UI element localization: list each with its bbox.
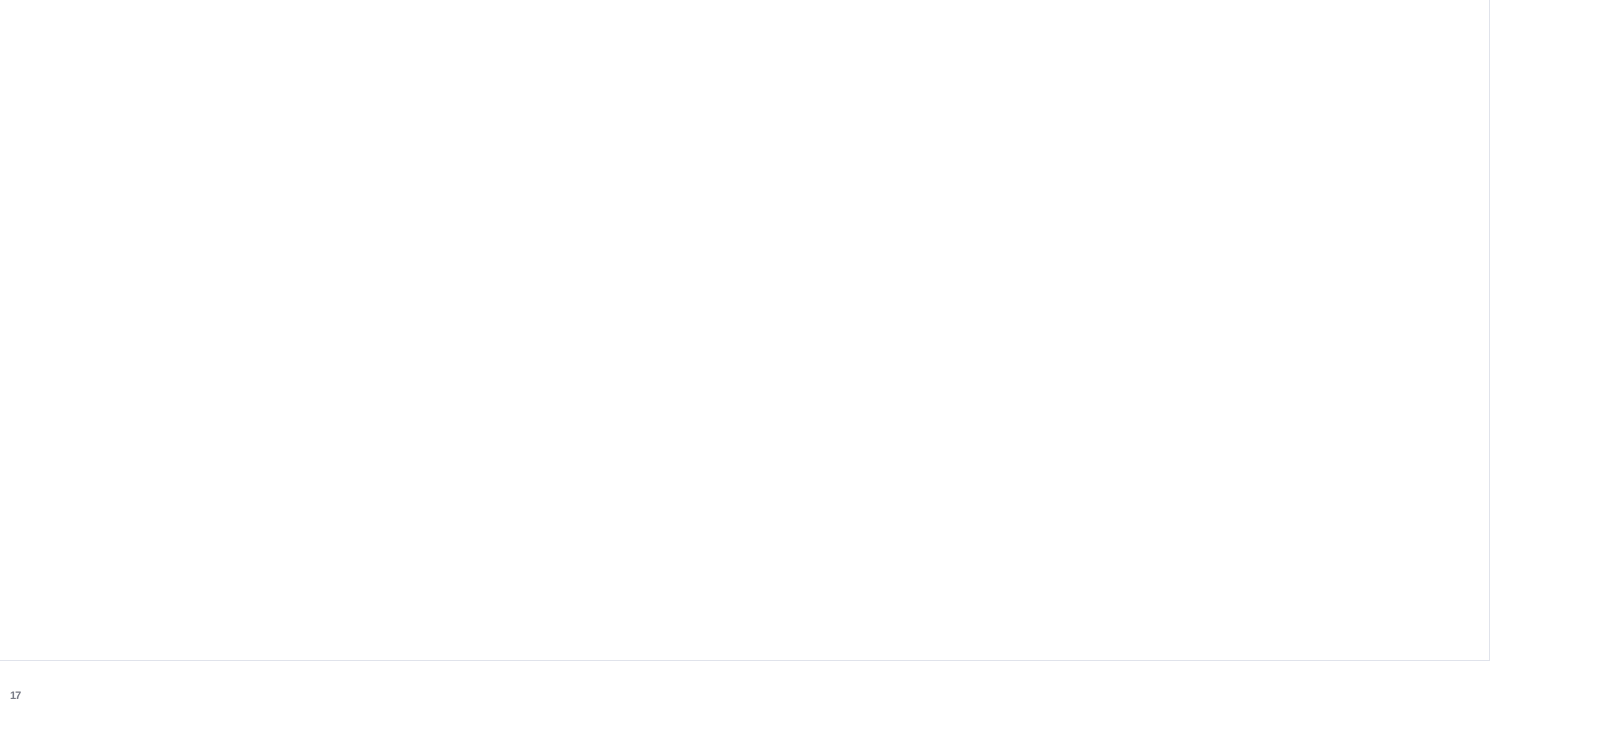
- y-axis: [1490, 0, 1600, 660]
- footer: ⁠1⁠7: [0, 684, 1600, 732]
- chart-area[interactable]: [0, 0, 1490, 660]
- x-axis: [0, 660, 1490, 682]
